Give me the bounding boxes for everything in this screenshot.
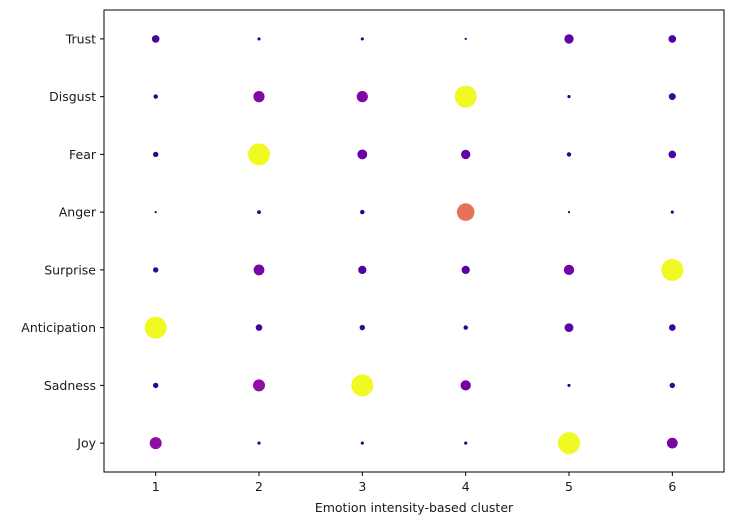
point-joy-6 (666, 437, 678, 449)
point-fear-2 (248, 143, 270, 166)
x-tick-label-2: 2 (255, 479, 263, 494)
point-disgust-1 (153, 94, 158, 99)
point-trust-3 (360, 37, 364, 41)
point-sadness-2 (252, 379, 266, 392)
y-axis: Joy Sadness Anticipation Surprise Anger Fear D… (21, 31, 104, 451)
point-sadness-5 (567, 383, 571, 387)
point-surprise-3 (358, 265, 367, 275)
point-fear-3 (357, 149, 368, 160)
y-tick-label-fear: Fear (69, 147, 97, 162)
point-trust-6 (668, 35, 677, 43)
point-anger-3 (360, 209, 365, 215)
point-anticipation-1 (144, 316, 167, 339)
point-surprise-5 (563, 264, 575, 276)
point-anticipation-3 (359, 324, 365, 331)
point-anger-5 (567, 211, 571, 214)
point-surprise-6 (661, 258, 684, 281)
point-disgust-6 (668, 93, 676, 101)
point-disgust-5 (567, 95, 571, 99)
point-joy-4 (464, 441, 468, 445)
x-tick-label-3: 3 (358, 479, 366, 494)
x-axis: 1 2 3 4 5 6 (152, 472, 676, 494)
point-surprise-1 (153, 267, 159, 273)
point-disgust-2 (253, 90, 265, 103)
x-tick-label-4: 4 (462, 479, 470, 494)
point-anger-1 (154, 211, 157, 214)
y-tick-label-anticipation: Anticipation (21, 320, 96, 335)
point-joy-5 (558, 432, 580, 455)
point-sadness-1 (153, 382, 159, 389)
point-anger-6 (670, 210, 674, 214)
point-trust-1 (151, 35, 160, 43)
data-points (144, 34, 684, 455)
y-tick-label-disgust: Disgust (49, 89, 96, 104)
x-axis-label: Emotion intensity-based cluster (315, 500, 514, 515)
point-fear-1 (153, 151, 159, 158)
point-fear-5 (566, 152, 572, 157)
point-surprise-4 (461, 265, 470, 275)
point-sadness-3 (351, 374, 374, 397)
point-anticipation-5 (564, 323, 574, 332)
point-trust-4 (464, 37, 467, 41)
point-trust-5 (564, 34, 574, 44)
plot-area (103, 9, 725, 473)
point-surprise-2 (253, 264, 265, 276)
y-tick-label-joy: Joy (76, 436, 96, 451)
point-fear-4 (461, 149, 471, 160)
point-anticipation-4 (463, 325, 468, 330)
point-trust-2 (257, 37, 261, 41)
point-joy-3 (360, 441, 364, 445)
point-fear-6 (668, 150, 677, 159)
point-disgust-4 (454, 85, 477, 108)
y-tick-label-trust: Trust (65, 31, 96, 46)
y-tick-label-sadness: Sadness (44, 378, 96, 393)
point-joy-1 (149, 437, 162, 450)
x-tick-label-6: 6 (668, 479, 676, 494)
point-anticipation-6 (669, 324, 676, 331)
y-tick-label-anger: Anger (59, 205, 97, 220)
point-sadness-6 (669, 382, 675, 389)
x-tick-label-1: 1 (152, 479, 160, 494)
point-joy-2 (257, 441, 261, 445)
point-anticipation-2 (255, 324, 263, 331)
point-disgust-3 (356, 90, 368, 103)
x-tick-label-5: 5 (565, 479, 573, 494)
point-sadness-4 (460, 380, 471, 391)
y-tick-label-surprise: Surprise (44, 262, 96, 277)
point-anger-2 (257, 210, 261, 215)
point-anger-4 (456, 203, 475, 221)
